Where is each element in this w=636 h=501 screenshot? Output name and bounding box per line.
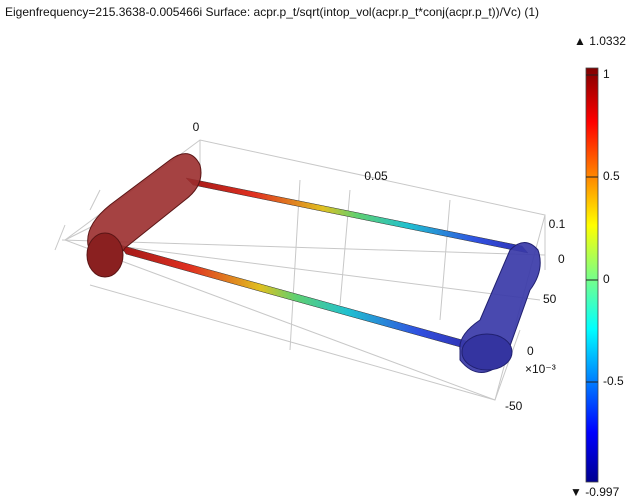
colorbar-max: ▲ 1.0332	[574, 34, 626, 48]
colorbar-tick-label: 0.5	[603, 169, 620, 183]
y-axis-label: 0	[558, 252, 565, 266]
x-axis-label: 0.05	[364, 169, 388, 183]
colorbar-tick-label: 0	[603, 272, 610, 286]
plot-title: Eigenfrequency=215.3638-0.005466i Surfac…	[5, 5, 539, 19]
colorbar	[586, 68, 598, 482]
y-axis-label: 0	[527, 344, 534, 358]
geometry	[87, 154, 540, 373]
colorbar-tick-label: -0.5	[603, 374, 624, 388]
x-axis-label: 0	[193, 120, 200, 134]
colorbar-tick-label: 1	[603, 67, 610, 81]
y-axis-label: -50	[505, 399, 523, 413]
colorbar-min: ▼ -0.997	[570, 485, 620, 499]
plot: Eigenfrequency=215.3638-0.005466i Surfac…	[0, 0, 636, 501]
axis-multiplier: ×10⁻³	[525, 362, 556, 376]
x-axis-label: 0.1	[549, 217, 566, 231]
y-axis-label: 50	[543, 292, 557, 306]
